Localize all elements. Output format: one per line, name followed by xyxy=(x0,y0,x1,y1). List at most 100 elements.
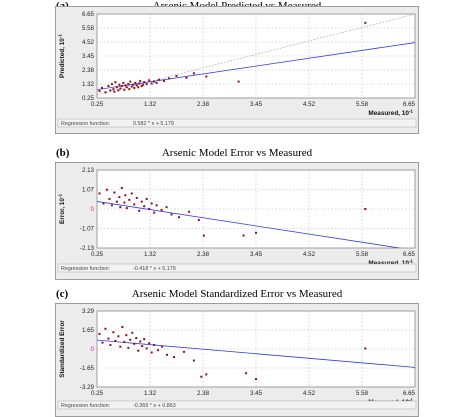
data-point xyxy=(125,334,128,337)
data-point xyxy=(98,192,101,195)
data-point xyxy=(110,204,113,207)
data-point xyxy=(153,343,156,346)
data-point xyxy=(113,191,116,194)
regression-function-label: Regression function: xyxy=(61,266,110,272)
data-point xyxy=(145,197,148,200)
data-point xyxy=(145,83,148,86)
data-point xyxy=(107,85,110,87)
data-point xyxy=(114,81,117,84)
x-tick-label: 2.38 xyxy=(197,251,210,258)
data-point xyxy=(120,186,123,189)
data-point xyxy=(115,200,118,203)
data-point xyxy=(127,83,130,86)
x-tick-label: 0.25 xyxy=(91,251,104,258)
data-point xyxy=(148,79,151,82)
data-point xyxy=(109,343,112,346)
data-point xyxy=(158,78,161,81)
data-point xyxy=(128,198,131,201)
data-point xyxy=(155,81,158,84)
x-axis-label: Measured, 10-1 xyxy=(368,259,413,268)
data-point xyxy=(150,351,153,354)
data-point xyxy=(160,208,163,211)
x-tick-label: 0.25 xyxy=(91,101,104,108)
data-point xyxy=(98,332,101,335)
regression-function-formula: 0.582 * x + 5.179 xyxy=(133,121,174,127)
y-tick-label: 3.45 xyxy=(82,53,95,60)
data-point xyxy=(128,88,131,91)
data-point xyxy=(153,211,156,214)
data-point xyxy=(185,76,188,79)
data-point xyxy=(137,349,140,352)
y-tick-label: 2.13 xyxy=(82,167,95,174)
panel-c-title: Arsenic Model Standardized Error vs Meas… xyxy=(131,288,343,300)
data-point xyxy=(104,327,107,330)
data-point xyxy=(131,331,134,334)
y-tick-label: 5.58 xyxy=(82,25,95,32)
data-point xyxy=(157,349,160,352)
data-point xyxy=(145,347,148,350)
regression-line xyxy=(97,339,415,368)
y-tick-label: 0 xyxy=(91,346,95,353)
x-tick-label: 1.32 xyxy=(144,101,157,108)
data-point xyxy=(114,339,117,342)
data-point xyxy=(168,77,171,80)
data-point xyxy=(110,83,113,86)
data-point xyxy=(150,82,153,85)
x-tick-label: 4.52 xyxy=(303,390,316,397)
y-axis-label: Predicted, 10-1 xyxy=(58,34,67,78)
data-point xyxy=(237,80,240,83)
regression-function-bar xyxy=(57,118,417,128)
data-point xyxy=(133,342,136,345)
data-point xyxy=(119,206,122,209)
data-point xyxy=(125,86,128,89)
data-point xyxy=(130,85,133,88)
data-point xyxy=(153,80,156,83)
data-point xyxy=(138,209,141,212)
data-point xyxy=(175,74,178,77)
chart-b-error-vs-measured: 0.25 1.32 2.38 3.45 4.52 5.58 6.65 2.13 1.07 0 -1.… xyxy=(55,162,419,280)
reference-line xyxy=(96,13,416,96)
data-point xyxy=(125,207,128,210)
data-point xyxy=(163,79,166,82)
y-tick-label: -1.07 xyxy=(80,226,95,233)
y-tick-label: 6.65 xyxy=(82,11,95,18)
data-point xyxy=(118,83,121,86)
data-point xyxy=(141,345,144,348)
x-tick-label: 4.52 xyxy=(303,251,316,258)
data-point xyxy=(122,81,125,84)
y-tick-label: -1.65 xyxy=(80,365,95,372)
data-point xyxy=(135,197,138,200)
data-point xyxy=(137,86,140,89)
data-point xyxy=(112,331,115,334)
data-point xyxy=(140,85,143,87)
data-point xyxy=(101,341,104,344)
data-point xyxy=(123,341,126,344)
data-point xyxy=(200,375,203,378)
data-point xyxy=(192,359,195,362)
data-point xyxy=(119,345,122,348)
data-point xyxy=(161,345,164,348)
y-tick-label: 2.38 xyxy=(82,67,95,74)
data-point xyxy=(143,81,146,84)
x-tick-label: 4.52 xyxy=(303,101,316,108)
x-axis-label: Measured, 10-1 xyxy=(368,109,413,118)
data-point xyxy=(165,206,168,209)
data-point xyxy=(148,342,151,345)
regression-function-bar xyxy=(57,263,417,273)
data-point xyxy=(105,188,108,191)
regression-function-formula: -0.418 * x + 5.179 xyxy=(133,266,176,272)
data-point xyxy=(100,86,103,89)
chart-c-standardized-error-vs-measured: 0.25 1.32 2.38 3.45 4.52 5.58 6.65 3.29 1.65 0 -1.… xyxy=(55,303,419,417)
data-point xyxy=(205,373,208,376)
data-point xyxy=(245,372,248,375)
regression-line xyxy=(97,42,415,91)
data-point xyxy=(135,84,138,87)
x-tick-label: 6.65 xyxy=(403,251,416,258)
regression-function-label: Regression function: xyxy=(61,403,110,409)
data-point xyxy=(117,335,120,338)
data-point xyxy=(124,194,127,197)
y-tick-label: 0.25 xyxy=(82,95,95,102)
data-point xyxy=(139,79,142,82)
panel-b-title-row: (b) Arsenic Model Error vs Measured xyxy=(0,147,474,161)
data-point xyxy=(124,84,127,87)
